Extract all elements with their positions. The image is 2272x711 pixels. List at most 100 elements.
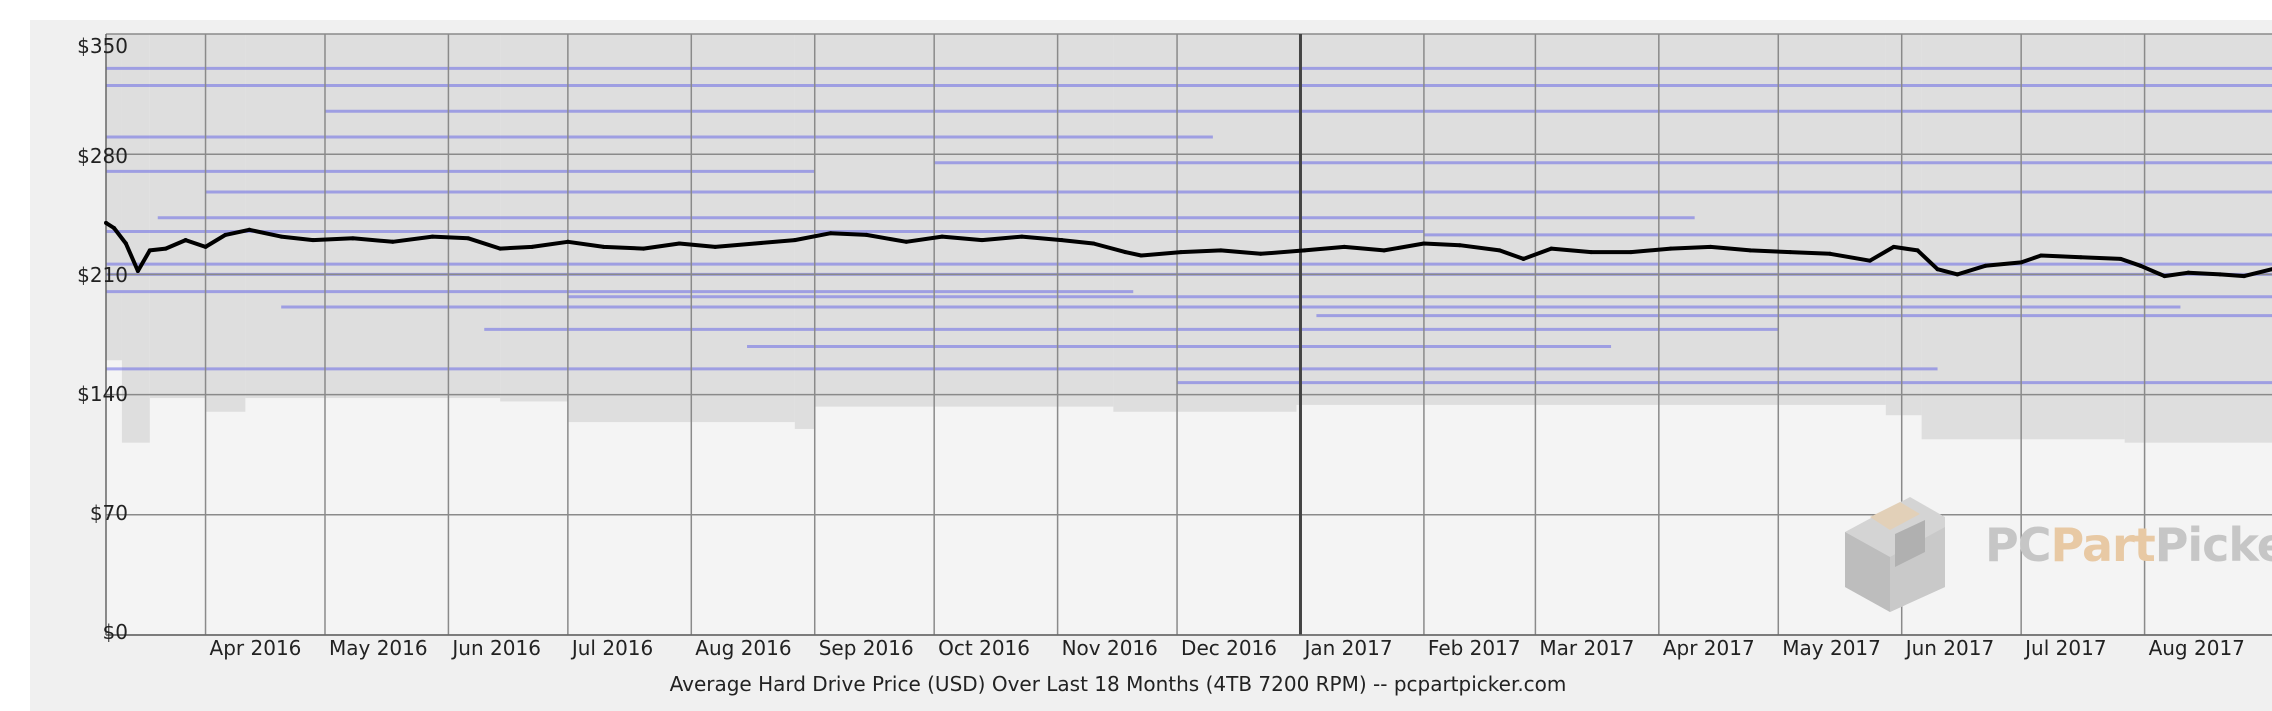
data-point: [311, 238, 316, 243]
data-point: [1867, 258, 1872, 263]
x-tick-label: Sep 2016: [818, 636, 914, 660]
data-point: [183, 238, 188, 243]
price-band-segment: [1921, 34, 2125, 440]
data-point: [2138, 263, 2143, 268]
data-point: [1258, 251, 1263, 256]
data-point: [1457, 243, 1462, 248]
chart-frame: $350 $280 $210 $140 $70 $0 Apr 2016 May 2…: [30, 20, 2272, 711]
chart-plot: [104, 33, 2272, 636]
data-point: [135, 268, 140, 273]
data-point: [123, 241, 128, 246]
data-point: [1139, 253, 1144, 258]
price-band-segment: [1113, 34, 1297, 412]
data-point: [2019, 260, 2024, 265]
data-point: [1302, 248, 1307, 253]
data-point: [390, 239, 395, 244]
data-point: [111, 226, 116, 231]
x-tick-label: Apr 2017: [1662, 636, 1755, 660]
data-point: [1708, 244, 1713, 249]
price-band-segment: [814, 34, 1114, 407]
data-point: [1019, 234, 1024, 239]
x-tick-label: Jul 2016: [571, 636, 654, 660]
data-point: [104, 220, 108, 225]
y-tick-label: $350: [77, 34, 128, 58]
data-point: [601, 244, 606, 249]
data-point: [2118, 256, 2123, 261]
price-band-segment: [2124, 34, 2272, 443]
data-point: [1983, 263, 1988, 268]
x-tick-label: Jul 2017: [2025, 636, 2107, 660]
data-point: [864, 232, 869, 237]
data-point: [828, 231, 833, 236]
price-band-segment: [205, 34, 246, 412]
y-tick-label: $280: [77, 144, 128, 168]
data-point: [2242, 274, 2247, 279]
x-tick-label: Apr 2016: [209, 636, 302, 660]
x-tick-label: Feb 2017: [1427, 636, 1521, 660]
data-point: [641, 246, 646, 251]
data-point: [1091, 241, 1096, 246]
price-band-segment: [149, 34, 206, 399]
x-tick-label: Dec 2016: [1181, 636, 1278, 660]
price-band-segment: [121, 34, 150, 443]
price-band-segment: [567, 34, 795, 423]
data-point: [1935, 267, 1940, 272]
data-point: [1382, 248, 1387, 253]
data-point: [1589, 250, 1594, 255]
data-point: [1628, 250, 1633, 255]
x-tick-label: Jan 2017: [1304, 636, 1393, 660]
price-band-segment: [1885, 34, 1922, 416]
watermark-part: Part: [2050, 518, 2155, 572]
data-point: [1521, 256, 1526, 261]
x-axis-label: Average Hard Drive Price (USD) Over Last…: [669, 672, 1567, 696]
data-point: [1179, 250, 1184, 255]
y-tick-label: $0: [102, 620, 128, 644]
data-point: [1549, 246, 1554, 251]
data-point: [223, 232, 228, 237]
watermark-part: PC: [1985, 518, 2051, 572]
x-tick-label: Nov 2016: [1061, 636, 1158, 660]
price-band-segment: [1296, 34, 1886, 405]
data-point: [1421, 241, 1426, 246]
x-tick-label: Jun 2017: [1905, 636, 1995, 660]
data-point: [163, 246, 168, 251]
data-point: [203, 244, 208, 249]
data-point: [1342, 244, 1347, 249]
data-point: [1748, 248, 1753, 253]
data-point: [1218, 248, 1223, 253]
data-point: [279, 234, 284, 239]
data-point: [792, 238, 797, 243]
x-tick-label: Aug 2017: [2148, 636, 2245, 660]
pcpartpicker-logo-icon: [1845, 497, 1945, 612]
data-point: [1059, 238, 1064, 243]
data-point: [565, 239, 570, 244]
data-point: [430, 234, 435, 239]
data-point: [147, 248, 152, 253]
x-tick-label: Aug 2016: [695, 636, 792, 660]
data-point: [247, 227, 252, 232]
x-tick-label: May 2016: [328, 636, 428, 660]
price-band-segment: [106, 34, 122, 361]
y-tick-label: $140: [77, 382, 128, 406]
data-point: [2078, 255, 2083, 260]
data-point: [1891, 244, 1896, 249]
x-tick-label: Mar 2017: [1539, 636, 1635, 660]
data-point: [1668, 246, 1673, 251]
y-tick-label: $70: [89, 501, 128, 525]
y-tick-label: $210: [77, 263, 128, 287]
data-point: [498, 246, 503, 251]
data-point: [940, 234, 945, 239]
data-point: [2218, 272, 2223, 277]
data-point: [2162, 274, 2167, 279]
data-point: [1788, 250, 1793, 255]
data-point: [979, 238, 984, 243]
data-point: [2186, 270, 2191, 275]
x-tick-label: Oct 2016: [938, 636, 1031, 660]
data-point: [466, 236, 471, 241]
price-band-segment: [245, 34, 501, 399]
data-point: [530, 244, 535, 249]
watermark-part: Picker: [2154, 518, 2272, 572]
data-point: [1497, 248, 1502, 253]
x-tick-label: Jun 2016: [452, 636, 541, 660]
data-point: [1828, 251, 1833, 256]
